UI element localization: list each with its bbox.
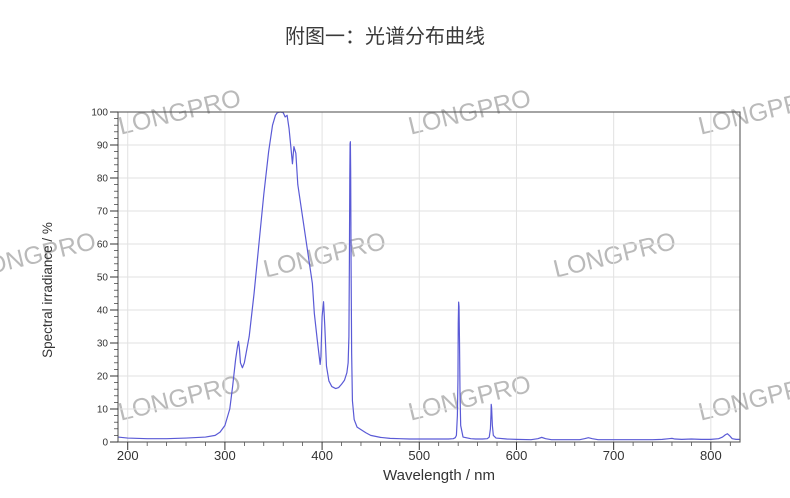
svg-text:0: 0 (102, 438, 108, 449)
svg-text:Wavelength / nm: Wavelength / nm (383, 467, 495, 484)
svg-text:70: 70 (97, 207, 109, 218)
svg-text:500: 500 (408, 448, 430, 463)
svg-text:10: 10 (97, 405, 109, 416)
svg-text:400: 400 (311, 448, 333, 463)
svg-text:700: 700 (603, 448, 625, 463)
svg-text:90: 90 (97, 141, 109, 152)
svg-text:600: 600 (506, 448, 528, 463)
svg-text:100: 100 (91, 108, 108, 119)
svg-text:80: 80 (97, 174, 109, 185)
svg-text:40: 40 (97, 306, 109, 317)
svg-text:300: 300 (214, 448, 236, 463)
svg-text:200: 200 (117, 448, 139, 463)
svg-text:Spectral irradiance / %: Spectral irradiance / % (40, 222, 55, 358)
svg-text:800: 800 (700, 448, 722, 463)
svg-text:30: 30 (97, 339, 109, 350)
svg-text:20: 20 (97, 372, 109, 383)
svg-text:50: 50 (97, 273, 109, 284)
svg-text:60: 60 (97, 240, 109, 251)
